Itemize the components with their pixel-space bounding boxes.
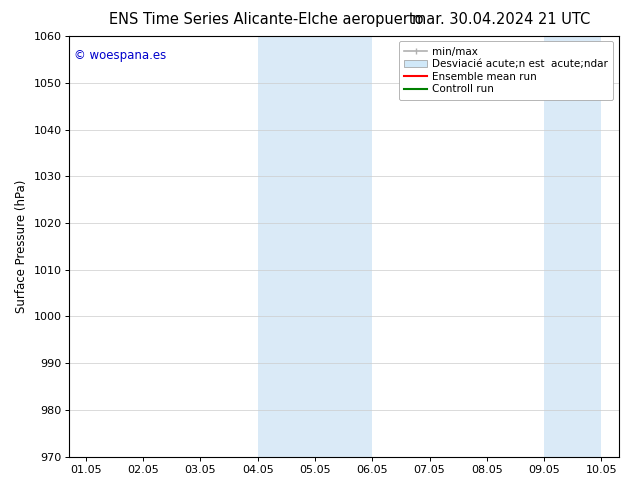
Bar [544,36,602,457]
Y-axis label: Surface Pressure (hPa): Surface Pressure (hPa) [15,180,28,313]
Text: ENS Time Series Alicante-Elche aeropuerto: ENS Time Series Alicante-Elche aeropuert… [109,12,424,27]
Text: © woespana.es: © woespana.es [74,49,166,62]
Bar [257,36,372,457]
Legend: min/max, Desviacié acute;n est  acute;ndar, Ensemble mean run, Controll run: min/max, Desviacié acute;n est acute;nda… [399,41,613,99]
Text: mar. 30.04.2024 21 UTC: mar. 30.04.2024 21 UTC [411,12,590,27]
